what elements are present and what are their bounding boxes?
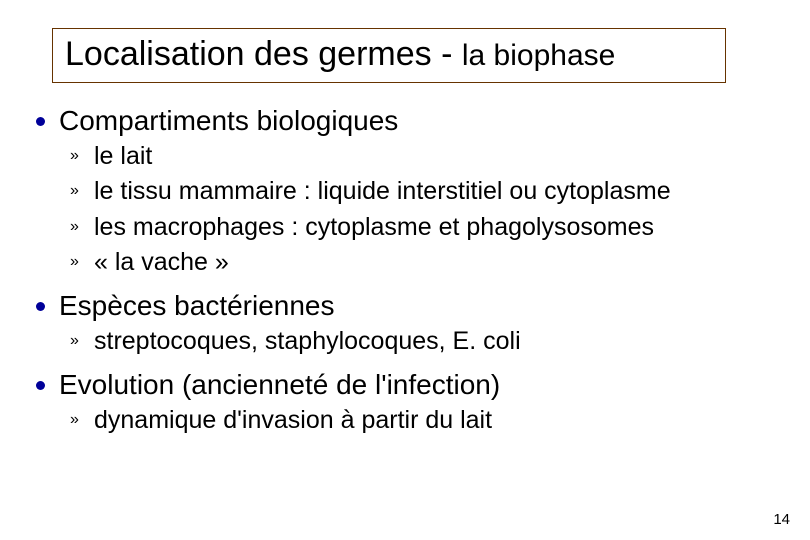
bullet-level1: Evolution (ancienneté de l'infection) (24, 369, 786, 401)
sub-bullet-text: dynamique d'invasion à partir du lait (94, 405, 492, 436)
sub-bullet-text: les macrophages : cytoplasme et phagolys… (94, 212, 654, 243)
chevron-icon: » (70, 218, 88, 236)
section-heading: Evolution (ancienneté de l'infection) (59, 369, 500, 401)
chevron-icon: » (70, 411, 88, 429)
bullet-dot-icon (36, 381, 45, 390)
page-number: 14 (773, 511, 790, 528)
sub-bullet-text: streptocoques, staphylocoques, E. coli (94, 326, 521, 357)
chevron-icon: » (70, 147, 88, 165)
bullet-level2: » « la vache » (70, 247, 786, 278)
sub-bullet-group: » dynamique d'invasion à partir du lait (70, 405, 786, 436)
section-heading: Compartiments biologiques (59, 105, 398, 137)
slide-title-main: Localisation des germes (65, 35, 432, 73)
chevron-icon: » (70, 182, 88, 200)
section-heading: Espèces bactériennes (59, 290, 335, 322)
sub-bullet-text: le tissu mammaire : liquide interstitiel… (94, 176, 671, 207)
bullet-level2: » streptocoques, staphylocoques, E. coli (70, 326, 786, 357)
slide-title-separator: - (432, 35, 462, 73)
bullet-level2: » le tissu mammaire : liquide interstiti… (70, 176, 786, 207)
chevron-icon: » (70, 253, 88, 271)
bullet-dot-icon (36, 302, 45, 311)
slide-title-box: Localisation des germes - la biophase (52, 28, 726, 83)
slide-title-sub: la biophase (462, 39, 615, 72)
bullet-dot-icon (36, 117, 45, 126)
bullet-level2: » le lait (70, 141, 786, 172)
sub-bullet-group: » streptocoques, staphylocoques, E. coli (70, 326, 786, 357)
bullet-level1: Espèces bactériennes (24, 290, 786, 322)
bullet-level1: Compartiments biologiques (24, 105, 786, 137)
bullet-level2: » dynamique d'invasion à partir du lait (70, 405, 786, 436)
sub-bullet-group: » le lait » le tissu mammaire : liquide … (70, 141, 786, 278)
chevron-icon: » (70, 332, 88, 350)
bullet-level2: » les macrophages : cytoplasme et phagol… (70, 212, 786, 243)
sub-bullet-text: « la vache » (94, 247, 229, 278)
sub-bullet-text: le lait (94, 141, 152, 172)
